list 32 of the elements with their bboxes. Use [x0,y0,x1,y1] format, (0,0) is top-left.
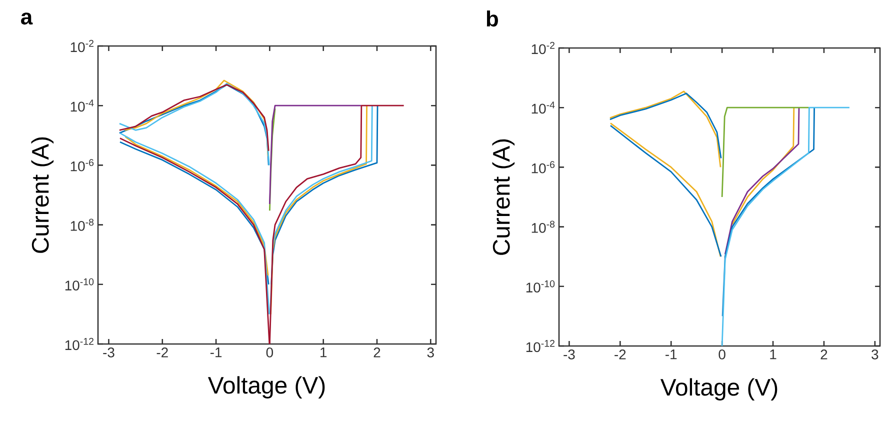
x-tick-label: -3 [564,350,575,360]
y-tick-label: 10$^{-8}$ [70,218,94,231]
y-tick-label: 10$^{-12}$ [526,340,554,352]
x-tick-label: 2 [820,350,828,360]
x-tick-label: -3 [103,348,114,358]
y-tick-label: 10$^{-6}$ [70,159,94,172]
y-tick-label: 10$^{-4}$ [532,102,555,114]
y-tick-label: 10$^{-10}$ [65,278,94,290]
y-axis-title: Current (A) [492,139,515,255]
chart-title: b [486,10,498,27]
y-tick-label: 10$^{-4}$ [70,100,94,112]
x-tick-label: 3 [872,350,878,360]
y-tick-label: 10$^{-10}$ [526,280,555,292]
x-tick-label: -1 [666,350,677,360]
x-tick-label: 1 [320,348,327,358]
chart-title: a [21,12,33,25]
x-tick-label: -1 [210,348,222,358]
x-axis-title: Voltage (V) [660,378,778,400]
y-tick-label: 10$^{-2}$ [532,42,554,54]
y-tick-label: 10$^{-2}$ [70,40,94,52]
x-tick-label: 1 [770,350,776,360]
y-tick-label: 10$^{-8}$ [532,220,555,233]
x-tick-label: -2 [156,348,168,358]
x-tick-label: -2 [614,350,626,360]
y-tick-label: 10$^{-6}$ [532,161,555,174]
y-axis-title: Current (A) [31,137,54,253]
x-tick-label: 2 [374,348,380,358]
x-tick-label: 3 [427,348,434,358]
x-tick-label: 0 [266,348,274,358]
y-tick-label: 10$^{-12}$ [65,338,94,350]
x-tick-label: 0 [718,350,726,360]
x-axis-title: Voltage (V) [208,376,325,398]
